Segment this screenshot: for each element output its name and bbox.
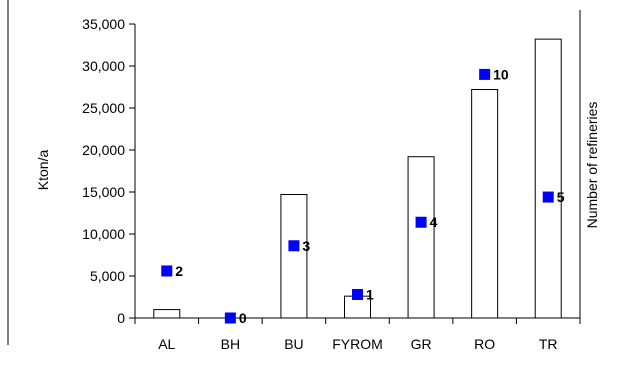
- data-point-marker: [479, 68, 491, 80]
- bar: [534, 38, 562, 319]
- y-tick-label: 15,000: [82, 184, 125, 200]
- data-label: 0: [239, 310, 247, 326]
- y-tick-label: 30,000: [82, 58, 125, 74]
- x-tick-label: BH: [221, 336, 240, 352]
- y-tick-label: 35,000: [82, 16, 125, 32]
- bar: [407, 156, 435, 319]
- x-axis-ticks: AL BH BU FYROM GR RO TR: [134, 318, 581, 352]
- data-point-marker: [352, 288, 363, 300]
- data-label: 1: [366, 286, 374, 302]
- markers-layer: 2 0 3 1 4 10 5: [161, 66, 565, 326]
- secondary-y-axis-title: Number of refineries: [584, 102, 600, 229]
- bars-layer: [153, 38, 562, 319]
- x-tick-label: TR: [539, 336, 558, 352]
- data-point-marker: [161, 265, 173, 277]
- y-axis-title: Kton/a: [35, 150, 51, 191]
- data-point-marker: [288, 240, 300, 252]
- y-tick-label: 25,000: [82, 100, 125, 116]
- y-tick-label: 5,000: [90, 268, 125, 284]
- data-label: 2: [175, 263, 183, 279]
- data-point-marker: [415, 216, 427, 228]
- bar: [153, 309, 181, 319]
- y-tick-label: 10,000: [82, 226, 125, 242]
- data-point-marker: [542, 191, 554, 203]
- data-point-marker: [224, 312, 236, 324]
- x-tick-label: BU: [284, 336, 303, 352]
- bar: [471, 89, 499, 319]
- data-label: 4: [430, 214, 438, 230]
- y-axis-ticks: 0 5,000 10,000 15,000 20,000 25,000 30,000 35,0…: [82, 16, 135, 326]
- data-label: 10: [493, 66, 509, 82]
- bar: [280, 194, 308, 319]
- data-label: 3: [302, 238, 310, 254]
- y-tick-label: 0: [117, 310, 125, 326]
- data-label: 5: [557, 189, 565, 205]
- x-tick-label: GR: [411, 336, 432, 352]
- x-tick-label: RO: [474, 336, 495, 352]
- y-tick-label: 20,000: [82, 142, 125, 158]
- x-tick-label: AL: [158, 336, 175, 352]
- x-tick-label: FYROM: [332, 336, 383, 352]
